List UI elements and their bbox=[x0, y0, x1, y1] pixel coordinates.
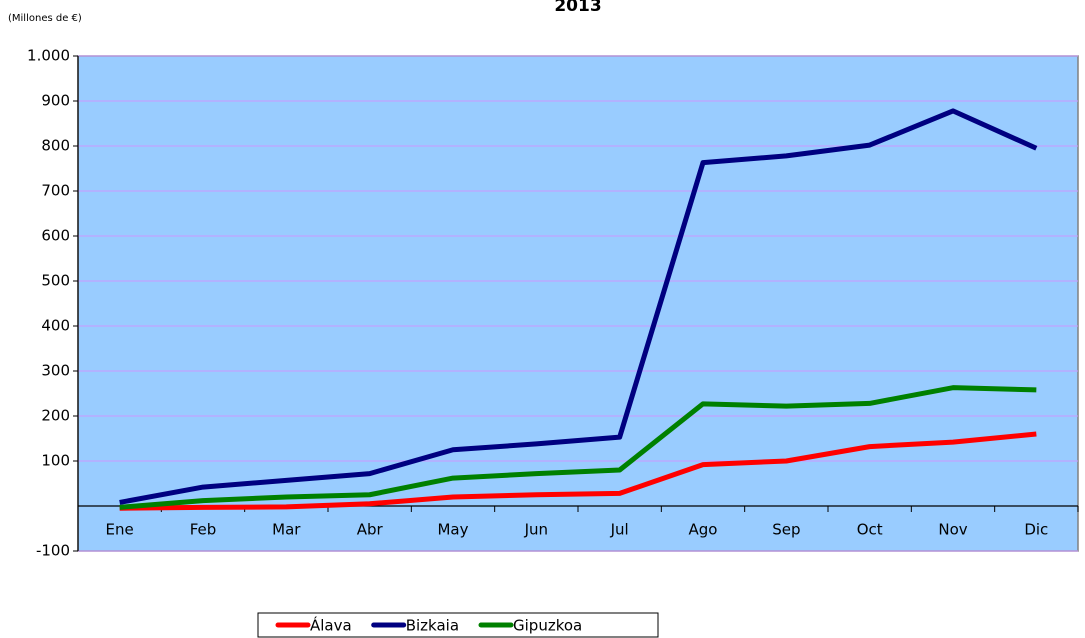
line-series bbox=[119, 431, 1037, 511]
y-tick-label: -100 bbox=[36, 542, 70, 560]
y-tick-label: 300 bbox=[41, 362, 70, 380]
x-tick-label: Ene bbox=[106, 521, 134, 539]
y-tick-label: 700 bbox=[41, 182, 70, 200]
y-tick-label: 800 bbox=[41, 137, 70, 155]
line-series bbox=[119, 385, 1037, 510]
x-tick-label: Sep bbox=[772, 521, 800, 539]
legend-label: Álava bbox=[310, 616, 352, 635]
y-tick-label: 1.000 bbox=[27, 47, 70, 65]
legend-label: Bizkaia bbox=[406, 617, 459, 635]
x-tick-label: Mar bbox=[272, 521, 301, 539]
x-tick-label: Dic bbox=[1024, 521, 1048, 539]
y-tick-label: 200 bbox=[41, 407, 70, 425]
x-tick-label: Nov bbox=[938, 521, 967, 539]
y-tick-label: 600 bbox=[41, 227, 70, 245]
y-tick-label: 500 bbox=[41, 272, 70, 290]
x-tick-label: Ago bbox=[689, 521, 718, 539]
x-tick-label: Abr bbox=[357, 521, 384, 539]
chart-title: 2013 bbox=[554, 0, 601, 16]
plot-area bbox=[77, 55, 1079, 552]
y-tick-label: 100 bbox=[41, 452, 70, 470]
x-tick-label: Oct bbox=[857, 521, 883, 539]
legend-box bbox=[257, 612, 659, 638]
y-tick-label: 400 bbox=[41, 317, 70, 335]
legend-label: Gipuzkoa bbox=[513, 617, 582, 635]
x-tick-label: May bbox=[437, 521, 468, 539]
legend: Álava Bizkaia Gipuzkoa bbox=[257, 612, 659, 638]
line-series bbox=[119, 108, 1038, 505]
y-tick-label: 900 bbox=[41, 92, 70, 110]
x-tick-label: Jul bbox=[610, 521, 629, 539]
y-axis-label: (Millones de €) bbox=[8, 13, 82, 24]
x-tick-label: Jun bbox=[524, 521, 548, 539]
x-tick-label: Feb bbox=[190, 521, 217, 539]
